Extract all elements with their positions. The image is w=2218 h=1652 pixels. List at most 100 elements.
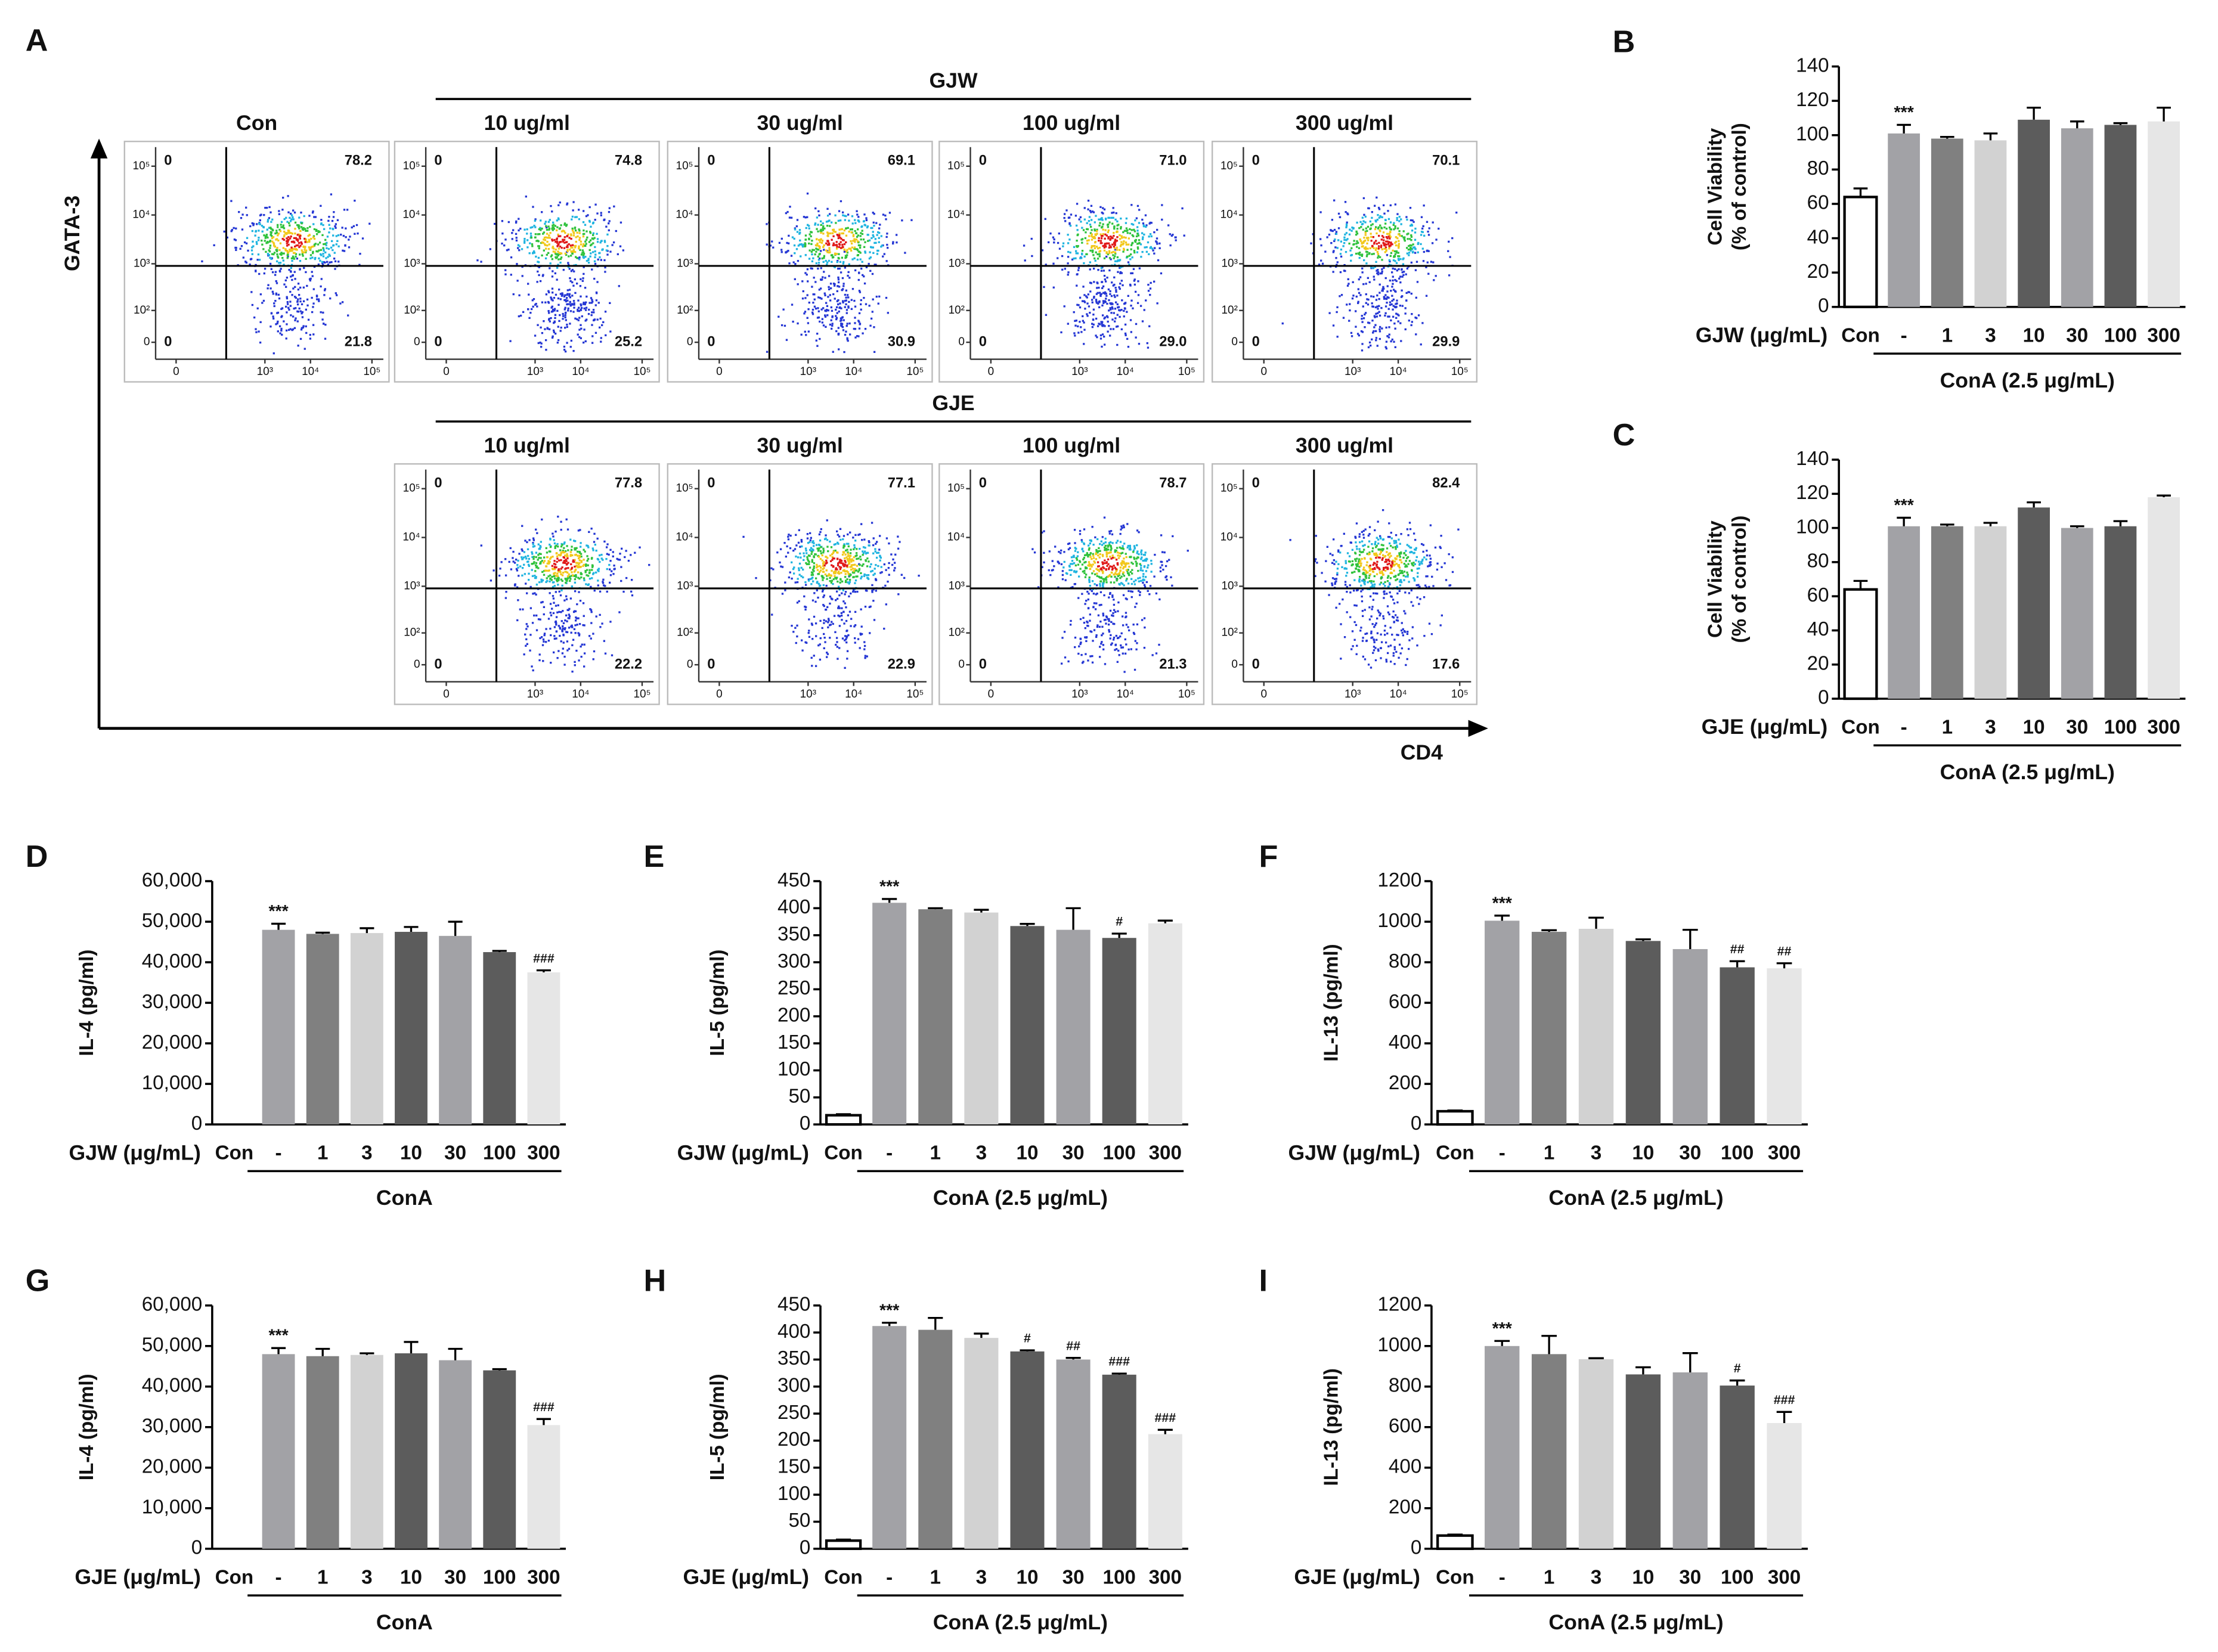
event-dot: [1081, 241, 1083, 244]
event-dot: [527, 283, 529, 285]
event-dot: [858, 221, 860, 223]
event-dot: [580, 303, 582, 306]
event-dot: [1133, 278, 1136, 281]
x-tick-label: 10⁴: [845, 688, 862, 701]
event-dot: [577, 309, 579, 312]
y-tick-label: 10⁴: [402, 531, 420, 544]
event-dot: [564, 562, 566, 564]
event-dot: [780, 251, 783, 253]
event-dot: [622, 590, 625, 593]
event-dot: [517, 559, 519, 562]
event-dot: [601, 622, 603, 625]
event-dot: [1412, 221, 1415, 223]
event-dot: [557, 584, 559, 586]
event-dot: [819, 247, 821, 249]
event-dot: [1075, 320, 1078, 322]
event-dot: [1370, 295, 1373, 297]
event-dot: [838, 535, 841, 538]
event-dot: [1111, 237, 1114, 240]
event-dot: [576, 562, 579, 564]
event-dot: [297, 288, 300, 291]
event-dot: [1404, 328, 1407, 331]
event-dot: [578, 230, 581, 232]
event-dot: [1375, 240, 1377, 242]
y-tick-label: 0: [958, 336, 965, 348]
event-dot: [806, 216, 808, 218]
event-dot: [1089, 268, 1091, 271]
event-dot: [1123, 240, 1125, 243]
event-dot: [1421, 231, 1424, 233]
event-dot: [549, 267, 551, 269]
event-dot: [1373, 330, 1375, 333]
event-dot: [322, 253, 324, 255]
event-dot: [814, 253, 816, 256]
event-dot: [1161, 218, 1163, 221]
event-dot: [1388, 244, 1390, 247]
event-dot: [860, 308, 862, 311]
event-dot: [533, 545, 536, 547]
event-dot: [1069, 251, 1071, 254]
event-dot: [302, 300, 305, 302]
event-dot: [568, 289, 571, 291]
event-dot: [540, 342, 543, 345]
event-dot: [1394, 346, 1396, 349]
event-dot: [1340, 248, 1343, 251]
event-dot: [290, 275, 292, 278]
event-dot: [1382, 241, 1384, 244]
event-dot: [1392, 267, 1394, 270]
event-dot: [1378, 241, 1380, 244]
event-dot: [564, 316, 566, 319]
event-dot: [1041, 249, 1044, 252]
event-dot: [555, 552, 558, 554]
event-dot: [841, 289, 844, 292]
event-dot: [1346, 303, 1348, 306]
event-dot: [808, 566, 811, 569]
event-dot: [781, 566, 784, 568]
event-dot: [574, 565, 576, 568]
event-dot: [835, 567, 837, 569]
event-dot: [301, 253, 303, 256]
event-dot: [1363, 259, 1365, 262]
event-dot: [586, 236, 588, 239]
event-dot: [591, 311, 593, 314]
event-dot: [1399, 304, 1401, 307]
x-tick-label: 10³: [257, 365, 273, 378]
event-dot: [837, 614, 840, 617]
x-tick-label: 10⁵: [906, 365, 924, 378]
event-dot: [572, 311, 575, 313]
event-dot: [274, 271, 277, 273]
event-dot: [1174, 236, 1176, 238]
event-dot: [1156, 302, 1158, 305]
event-dot: [1376, 345, 1378, 347]
event-dot: [315, 250, 318, 253]
event-dot: [1391, 286, 1393, 288]
event-dot: [569, 578, 572, 580]
event-dot: [875, 264, 877, 266]
event-dot: [789, 547, 792, 550]
event-dot: [1367, 346, 1370, 349]
event-dot: [847, 213, 850, 216]
event-dot: [830, 581, 833, 584]
event-dot: [816, 581, 819, 583]
event-dot: [312, 235, 315, 237]
event-dot: [499, 568, 501, 570]
event-dot: [1092, 249, 1094, 252]
event-dot: [842, 535, 845, 537]
event-dot: [574, 227, 576, 230]
event-dot: [1187, 550, 1189, 552]
event-dot: [567, 233, 569, 235]
event-dot: [1077, 597, 1080, 599]
event-dot: [802, 290, 804, 293]
event-dot: [1336, 311, 1338, 314]
event-dot: [1396, 302, 1398, 305]
event-dot: [1378, 330, 1381, 333]
event-dot: [870, 563, 872, 566]
event-dot: [312, 324, 315, 326]
event-dot: [1081, 662, 1084, 664]
event-dot: [549, 580, 551, 583]
event-dot: [571, 566, 574, 569]
event-dot: [553, 602, 555, 604]
event-dot: [583, 307, 586, 310]
event-dot: [342, 234, 345, 237]
event-dot: [850, 242, 853, 245]
